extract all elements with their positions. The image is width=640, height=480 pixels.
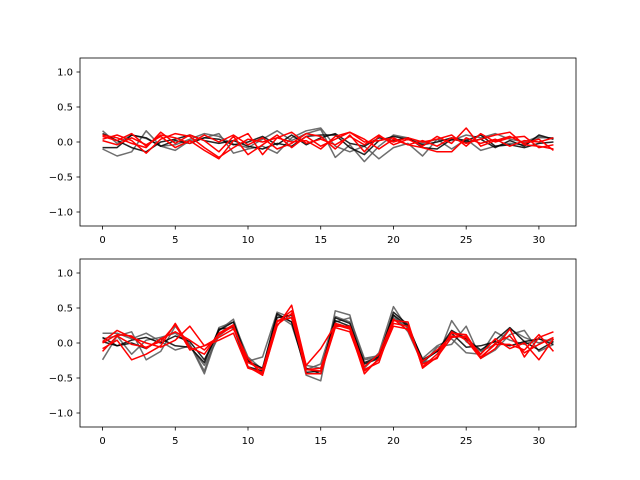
x-tick-label: 25: [460, 235, 473, 246]
series-line-2: [102, 127, 554, 160]
series-line-8: [102, 312, 554, 376]
x-tick-label: 0: [99, 436, 105, 447]
series-line-9: [102, 317, 555, 371]
x-tick-label: 30: [533, 235, 546, 246]
y-tick-label: 0.5: [57, 103, 73, 114]
series-line-1: [102, 128, 554, 163]
x-tick-label: 15: [314, 436, 327, 447]
x-tick-label: 20: [387, 235, 400, 246]
y-tick-label: 1.0: [57, 68, 73, 79]
y-tick-label: −1.0: [49, 409, 73, 420]
y-tick-label: 0.5: [57, 304, 73, 315]
y-tick-label: 0.0: [57, 138, 73, 149]
subplot-1: 0 5 10 15 20 25 30 −1.0 −0.5 0.0 0.5 1.0: [49, 57, 577, 246]
x-tick-label: 10: [242, 436, 255, 447]
subplot-2: 0 5 10 15 20 25 30 −1.0 −0.5 0.0 0.5 1.0: [49, 258, 577, 447]
series-group: [101, 304, 555, 382]
x-tick-label: 10: [242, 235, 255, 246]
x-tick-label: 0: [99, 235, 105, 246]
x-tick-label: 20: [387, 436, 400, 447]
x-tick-label: 30: [533, 436, 546, 447]
y-tick-label: 0.0: [57, 339, 73, 350]
x-tick-label: 15: [314, 235, 327, 246]
series-group: [102, 127, 554, 163]
y-tick-label: −1.0: [49, 208, 73, 219]
series-line-6: [102, 304, 555, 376]
y-tick-label: −0.5: [49, 374, 73, 385]
series-line-8: [102, 132, 554, 153]
x-tick-label: 25: [460, 436, 473, 447]
x-tick-label: 5: [172, 436, 178, 447]
x-tick-label: 5: [172, 235, 178, 246]
y-tick-label: 1.0: [57, 269, 73, 280]
y-tick-label: −0.5: [49, 173, 73, 184]
